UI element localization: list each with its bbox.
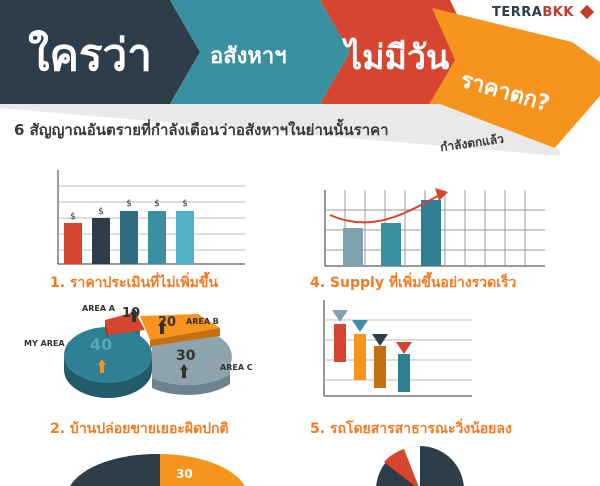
- area-pie-illustration: AREA A 10 20 AREA B 30 AREA C 40 MY AREA: [24, 304, 253, 398]
- bar-3: [120, 211, 138, 264]
- arrow-up-icon: [158, 320, 166, 334]
- dollar-icon: $: [126, 199, 132, 209]
- bottom-pie-value: 30: [176, 467, 193, 481]
- supply-bar-illustration: [324, 188, 545, 267]
- caption-sign-5: 5. รถโดยสารสาธารณะวิ่งน้อยลง: [310, 421, 512, 437]
- bar-5: [176, 211, 194, 264]
- bar-4: [148, 211, 166, 264]
- area-a-value: 10: [122, 306, 140, 321]
- arrow-down-icon: [332, 310, 348, 322]
- supply-bar-1: [343, 228, 363, 266]
- caption-sign-1: 1. ราคาประเมินที่ไม่เพิ่มขึ้น: [50, 275, 218, 291]
- dollar-icon: $: [182, 199, 188, 209]
- my-area-label: MY AREA: [24, 339, 65, 348]
- dollar-icon: $: [154, 199, 160, 209]
- headline-part-1: ใครว่า: [28, 30, 152, 81]
- arrow-down-icon: [396, 342, 412, 354]
- dollar-icon: $: [70, 212, 76, 222]
- arrow-up-icon: [130, 308, 138, 322]
- header-banner: ใครว่า อสังหาฯ ไม่มีวัน ราคาตก? TERRABKK: [0, 0, 600, 175]
- bottom-left-pie-illustration: % 30: [70, 453, 245, 486]
- logo-text-bkk: BKK: [542, 5, 574, 20]
- price-bar-illustration: $ $ $ $ $: [57, 170, 245, 265]
- supply-bar-3: [421, 200, 441, 266]
- arrow-down-icon: [352, 320, 368, 332]
- rising-trend-line: [329, 194, 441, 224]
- area-a-label: AREA A: [82, 304, 116, 313]
- area-b-label: AREA B: [186, 317, 219, 326]
- area-c-label: AREA C: [220, 363, 253, 372]
- bar-2: [92, 218, 110, 264]
- area-b-value: 20: [158, 315, 176, 330]
- banner-arrows: [0, 0, 600, 156]
- logo-text-terra: TERRA: [492, 5, 543, 20]
- headline-part-2: อสังหาฯ: [210, 44, 287, 69]
- my-area-value: 40: [90, 335, 112, 354]
- arrow-up-icon: [180, 364, 188, 378]
- bottom-right-pie-illustration: [376, 445, 464, 486]
- arrow-down-icon: [372, 334, 388, 346]
- percent-icon: %: [130, 456, 158, 486]
- transport-decline-illustration: [323, 300, 472, 397]
- bar-1: [64, 223, 82, 264]
- terrabkk-logo: TERRABKK: [492, 5, 574, 20]
- dollar-icon: $: [98, 207, 104, 217]
- subtitle: 6 สัญญาณอันตรายที่กำลังเตือนว่าอสังหาฯใน…: [14, 121, 389, 139]
- caption-sign-2: 2. บ้านปล่อยขายเยอะผิดปกติ: [50, 421, 229, 437]
- area-c-value: 30: [176, 348, 196, 364]
- caption-sign-4: 4. Supply ที่เพิ่มขึ้นอย่างรวดเร็ว: [310, 275, 517, 291]
- arrow-up-icon: [435, 188, 448, 201]
- headline-part-3: ไม่มีวัน: [345, 38, 450, 78]
- supply-bar-2: [381, 223, 401, 266]
- arrow-up-icon: [98, 359, 106, 373]
